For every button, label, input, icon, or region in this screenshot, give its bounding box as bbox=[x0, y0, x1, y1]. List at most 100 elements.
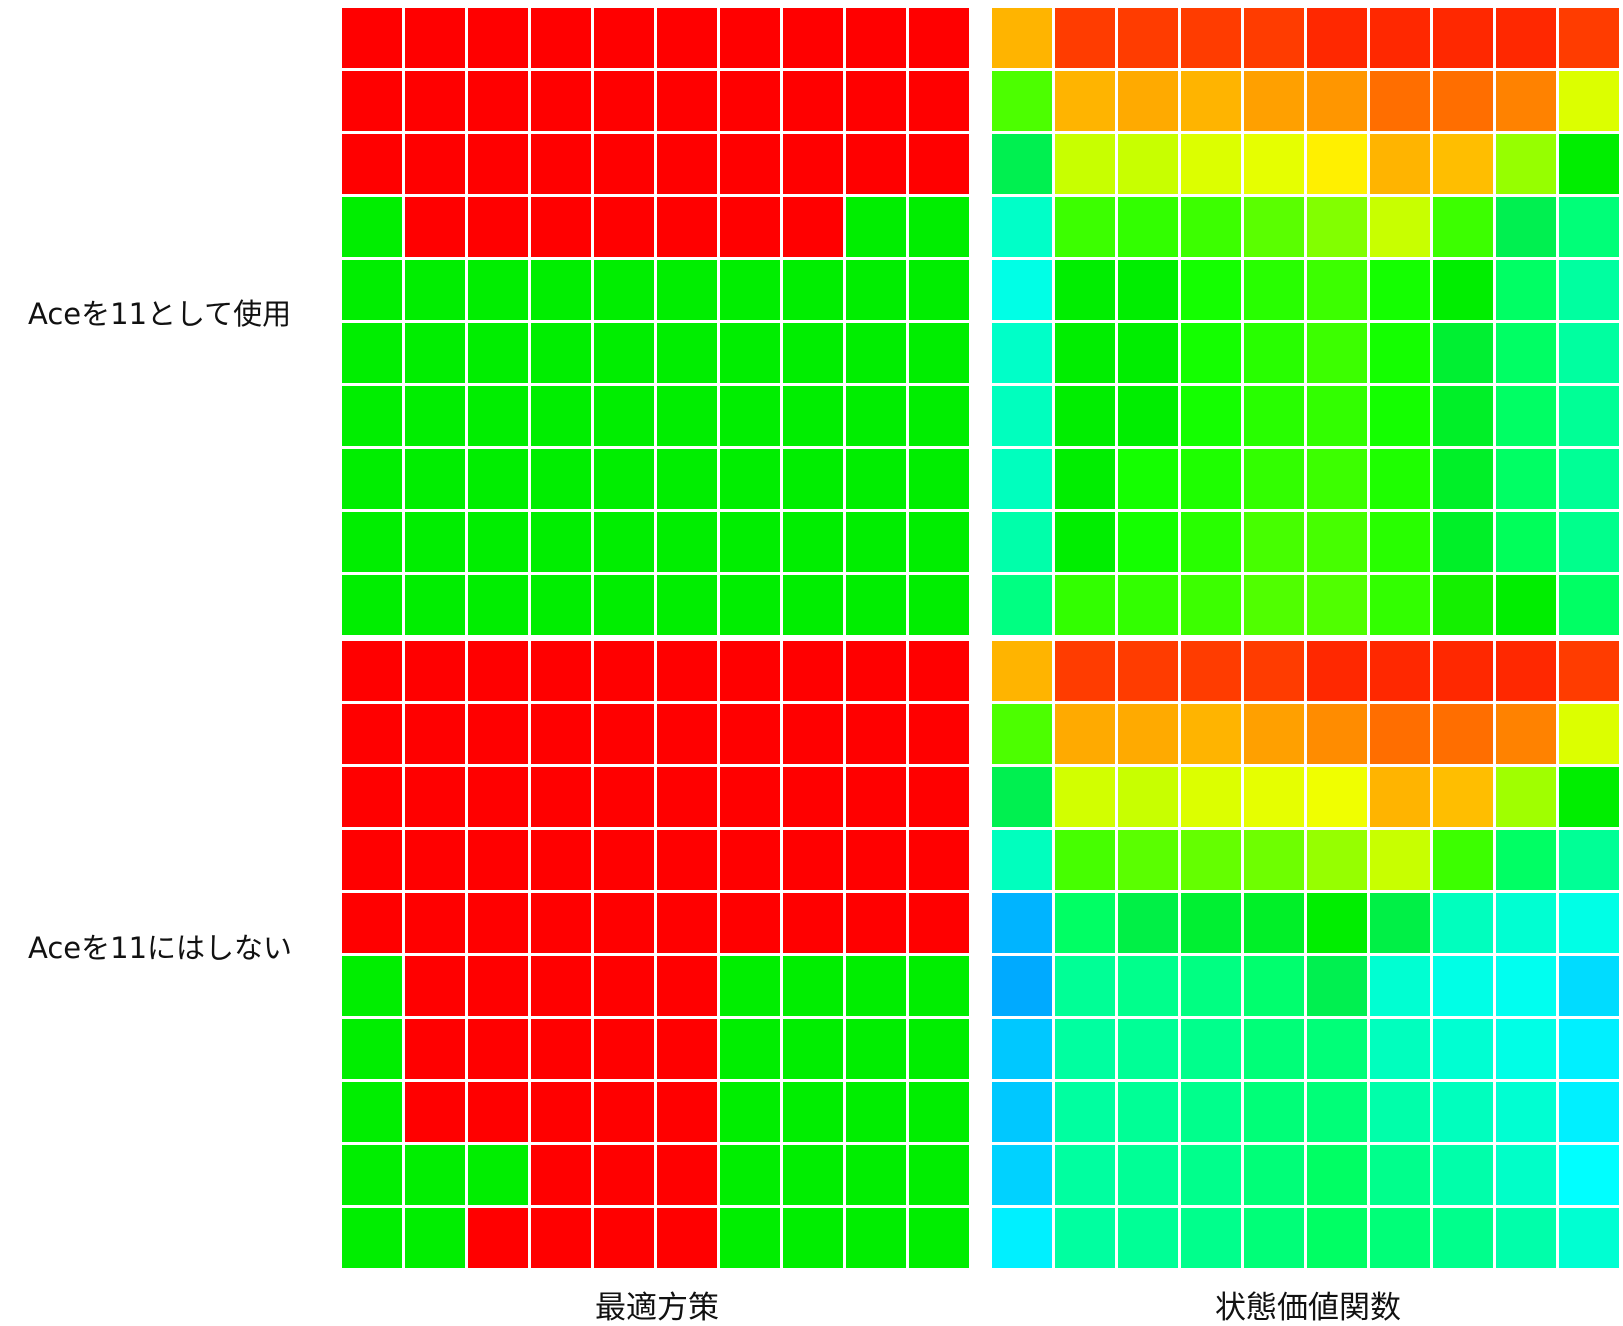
heatmap-cell bbox=[720, 386, 780, 446]
heatmap-cell bbox=[1244, 71, 1304, 131]
heatmap-cell bbox=[846, 449, 906, 509]
heatmap-cell bbox=[468, 830, 528, 890]
heatmap-cell bbox=[1181, 260, 1241, 320]
heatmap-cell bbox=[1496, 956, 1556, 1016]
heatmap-cell bbox=[1307, 386, 1367, 446]
heatmap-cell bbox=[342, 1208, 402, 1268]
heatmap-cell bbox=[1118, 1019, 1178, 1079]
heatmap-cell bbox=[342, 512, 402, 572]
heatmap-cell bbox=[342, 893, 402, 953]
heatmap-cell bbox=[1244, 197, 1304, 257]
heatmap-cell bbox=[1055, 704, 1115, 764]
heatmap-cell bbox=[1118, 386, 1178, 446]
heatmap-cell bbox=[720, 260, 780, 320]
heatmap-cell bbox=[405, 767, 465, 827]
heatmap-cell bbox=[1496, 893, 1556, 953]
heatmap-cell bbox=[468, 8, 528, 68]
heatmap-cell bbox=[1118, 767, 1178, 827]
heatmap-cell bbox=[468, 704, 528, 764]
heatmap-cell bbox=[1559, 641, 1619, 701]
heatmap-cell bbox=[1559, 956, 1619, 1016]
heatmap-cell bbox=[1055, 71, 1115, 131]
heatmap-cell bbox=[992, 323, 1052, 383]
heatmap-cell bbox=[1433, 197, 1493, 257]
heatmap-cell bbox=[531, 197, 591, 257]
heatmap-cell bbox=[992, 704, 1052, 764]
heatmap-cell bbox=[1118, 1082, 1178, 1142]
row-label-no-usable-ace: Aceを11にはしない bbox=[28, 931, 293, 965]
heatmap-cell bbox=[992, 260, 1052, 320]
heatmap-cell bbox=[657, 386, 717, 446]
heatmap-cell bbox=[1370, 830, 1430, 890]
heatmap-cell bbox=[992, 449, 1052, 509]
heatmap-cell bbox=[1181, 893, 1241, 953]
heatmap-cell bbox=[594, 575, 654, 635]
heatmap-cell bbox=[909, 575, 969, 635]
heatmap-cell bbox=[594, 893, 654, 953]
heatmap-cell bbox=[720, 323, 780, 383]
heatmap-cell bbox=[1307, 704, 1367, 764]
heatmap-cell bbox=[846, 386, 906, 446]
heatmap-cell bbox=[783, 449, 843, 509]
heatmap-cell bbox=[594, 323, 654, 383]
heatmap-cell bbox=[1370, 641, 1430, 701]
value-usable-ace bbox=[992, 8, 1619, 635]
heatmap-cell bbox=[1181, 323, 1241, 383]
heatmap-cell bbox=[342, 641, 402, 701]
heatmap-cell bbox=[342, 71, 402, 131]
heatmap-cell bbox=[1370, 386, 1430, 446]
heatmap-cell bbox=[909, 71, 969, 131]
heatmap-cell bbox=[594, 1145, 654, 1205]
heatmap-cell bbox=[1118, 575, 1178, 635]
heatmap-cell bbox=[1496, 767, 1556, 827]
heatmap-cell bbox=[720, 71, 780, 131]
heatmap-cell bbox=[1244, 1208, 1304, 1268]
heatmap-cell bbox=[992, 641, 1052, 701]
heatmap-cell bbox=[531, 767, 591, 827]
heatmap-cell bbox=[1118, 8, 1178, 68]
heatmap-cell bbox=[846, 575, 906, 635]
heatmap-cell bbox=[1307, 575, 1367, 635]
heatmap-cell bbox=[1370, 260, 1430, 320]
heatmap-cell bbox=[992, 1145, 1052, 1205]
heatmap-cell bbox=[1307, 641, 1367, 701]
heatmap-cell bbox=[720, 575, 780, 635]
heatmap-cell bbox=[1244, 134, 1304, 194]
heatmap-cell bbox=[720, 956, 780, 1016]
heatmap-cell bbox=[1496, 449, 1556, 509]
heatmap-cell bbox=[909, 893, 969, 953]
heatmap-cell bbox=[1181, 71, 1241, 131]
heatmap-cell bbox=[1496, 260, 1556, 320]
heatmap-cell bbox=[531, 830, 591, 890]
heatmap-cell bbox=[1055, 956, 1115, 1016]
heatmap-cell bbox=[783, 1208, 843, 1268]
heatmap-cell bbox=[720, 641, 780, 701]
heatmap-cell bbox=[594, 956, 654, 1016]
heatmap-cell bbox=[909, 512, 969, 572]
heatmap-cell bbox=[468, 1145, 528, 1205]
heatmap-cell bbox=[531, 704, 591, 764]
heatmap-cell bbox=[1433, 71, 1493, 131]
heatmap-cell bbox=[1307, 1019, 1367, 1079]
heatmap-cell bbox=[1244, 386, 1304, 446]
heatmap-cell bbox=[594, 767, 654, 827]
heatmap-cell bbox=[405, 704, 465, 764]
heatmap-cell bbox=[1559, 893, 1619, 953]
heatmap-cell bbox=[531, 893, 591, 953]
heatmap-cell bbox=[1181, 1208, 1241, 1268]
heatmap-cell bbox=[783, 260, 843, 320]
heatmap-cell bbox=[657, 956, 717, 1016]
heatmap-cell bbox=[1055, 830, 1115, 890]
heatmap-cell bbox=[720, 893, 780, 953]
heatmap-cell bbox=[342, 449, 402, 509]
heatmap-cell bbox=[992, 1019, 1052, 1079]
heatmap-cell bbox=[468, 323, 528, 383]
heatmap-cell bbox=[846, 323, 906, 383]
heatmap-cell bbox=[909, 8, 969, 68]
heatmap-cell bbox=[1181, 767, 1241, 827]
heatmap-cell bbox=[846, 512, 906, 572]
heatmap-cell bbox=[531, 8, 591, 68]
heatmap-cell bbox=[783, 71, 843, 131]
heatmap-cell bbox=[783, 1019, 843, 1079]
